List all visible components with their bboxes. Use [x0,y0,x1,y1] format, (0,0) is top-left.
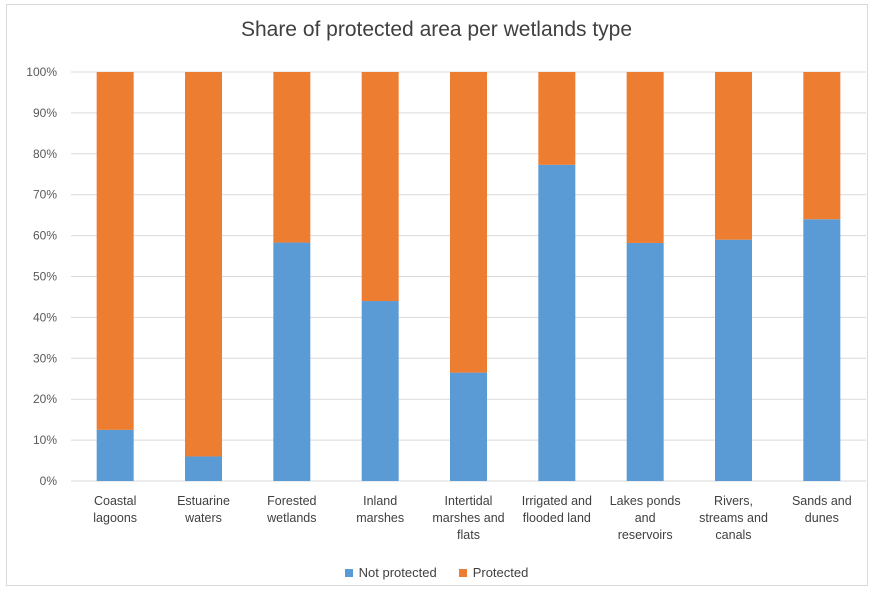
y-tick-label: 90% [33,106,57,120]
x-tick-label: Lakes ponds and reservoirs [610,494,681,542]
y-tick-label: 0% [40,474,58,488]
bar-not-protected [361,301,399,481]
legend-label-not-protected: Not protected [358,565,437,580]
bar-not-protected [450,372,487,481]
bar-not-protected [96,429,134,481]
chart-title: Share of protected area per wetlands typ… [240,18,633,41]
bar-protected [273,72,311,243]
y-tick-label: 20% [33,392,57,406]
y-tick-label: 40% [33,310,57,324]
bar-protected [626,72,664,243]
x-tick-label: Irrigated and flooded land [522,494,592,525]
bar-protected [715,72,752,240]
y-tick-label: 100% [26,65,57,79]
bar-protected [96,72,134,430]
x-tick-label: Intertidal marshes and flats [432,494,504,542]
bar-not-protected [185,456,222,481]
bar-protected [803,72,841,220]
y-tick-label: 50% [33,270,57,284]
y-tick-label: 30% [33,351,57,365]
y-tick-label: 70% [33,188,57,202]
x-tick-label: Forested wetlands [266,494,316,525]
legend-swatch-protected [458,568,467,577]
bar-not-protected [803,219,841,482]
bar-protected [361,72,399,302]
bar-not-protected [715,239,752,481]
bar-protected [185,72,222,457]
legend-item-protected: Protected [458,565,529,580]
x-tick-label: Sands and dunes [792,494,852,525]
legend-item-not-protected: Not protected [344,565,437,580]
bar-not-protected [538,164,576,481]
x-tick-label: Estuarine waters [177,494,230,525]
y-tick-label: 80% [33,147,57,161]
x-tick-label: Inland marshes [356,494,404,525]
bar-not-protected [626,242,664,481]
bar-protected [450,72,487,373]
y-tick-label: 60% [33,229,57,243]
x-tick-label: Coastal lagoons [93,494,137,525]
x-tick-label: Rivers, streams and canals [699,494,768,542]
bar-not-protected [273,242,311,481]
legend: Not protected Protected [0,565,873,580]
legend-label-protected: Protected [472,565,529,580]
bar-protected [538,72,576,165]
y-tick-label: 10% [33,433,57,447]
legend-swatch-not-protected [344,568,353,577]
